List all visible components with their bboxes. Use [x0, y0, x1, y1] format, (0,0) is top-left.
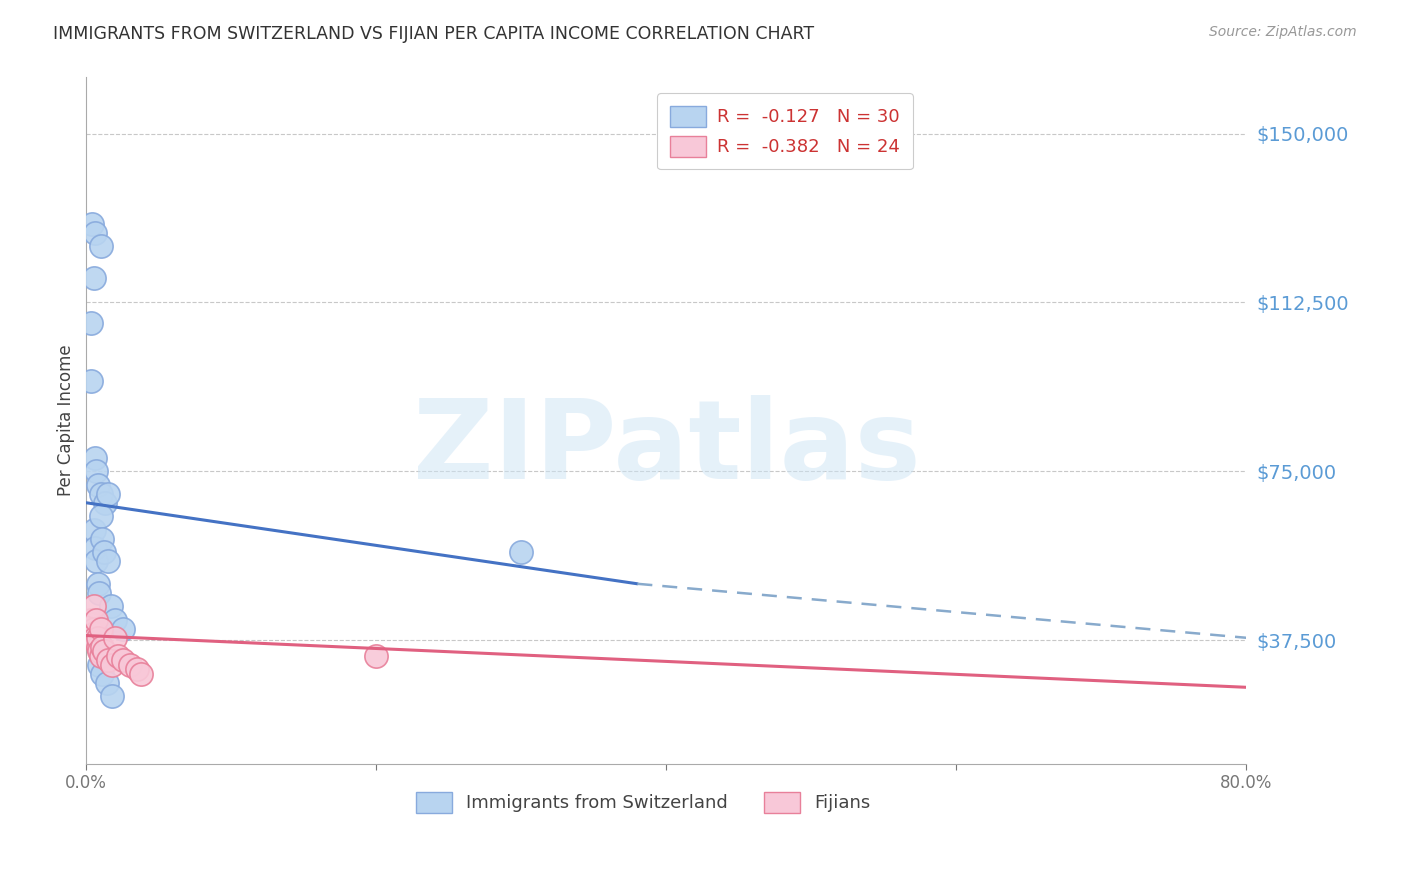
Point [90, 509, 112, 524]
Text: ZIPatlas: ZIPatlas [412, 394, 921, 501]
Point [111, 653, 134, 667]
Point [87, 576, 110, 591]
Point [97, 653, 120, 667]
Point [100, 599, 122, 614]
Point [83, 599, 105, 614]
Point [86, 631, 108, 645]
Point [91, 666, 114, 681]
Point [107, 648, 129, 663]
Point [118, 657, 141, 672]
Point [93, 545, 115, 559]
Point [80, 617, 103, 632]
Point [104, 631, 127, 645]
Point [97, 487, 120, 501]
Point [90, 648, 112, 663]
Legend: Immigrants from Switzerland, Fijians: Immigrants from Switzerland, Fijians [405, 780, 882, 823]
Point [101, 657, 124, 672]
Point [84, 450, 107, 465]
Point [91, 640, 114, 654]
Point [89, 644, 111, 658]
Point [86, 635, 108, 649]
Point [94, 496, 117, 510]
Point [111, 622, 134, 636]
Point [366, 648, 388, 663]
Point [87, 631, 110, 645]
Point [90, 239, 112, 253]
Point [87, 640, 110, 654]
Point [89, 657, 111, 672]
Point [84, 631, 107, 645]
Point [104, 613, 127, 627]
Text: IMMIGRANTS FROM SWITZERLAND VS FIJIAN PER CAPITA INCOME CORRELATION CHART: IMMIGRANTS FROM SWITZERLAND VS FIJIAN PE… [53, 25, 814, 43]
Point [96, 675, 118, 690]
Point [91, 532, 114, 546]
Point [83, 523, 105, 537]
Point [93, 644, 115, 658]
Point [125, 662, 148, 676]
Point [90, 487, 112, 501]
Point [86, 613, 108, 627]
Point [97, 554, 120, 568]
Point [89, 586, 111, 600]
Text: Source: ZipAtlas.com: Source: ZipAtlas.com [1209, 25, 1357, 39]
Point [84, 626, 107, 640]
Point [86, 464, 108, 478]
Point [87, 477, 110, 491]
Point [86, 554, 108, 568]
Point [84, 541, 107, 555]
Point [83, 622, 105, 636]
Point [90, 622, 112, 636]
Point [131, 666, 153, 681]
Point [80, 217, 103, 231]
Point [510, 545, 533, 559]
Point [101, 690, 124, 704]
Point [83, 270, 105, 285]
Point [79, 374, 101, 388]
Y-axis label: Per Capita Income: Per Capita Income [58, 345, 75, 497]
Point [79, 316, 101, 330]
Point [79, 613, 101, 627]
Point [84, 226, 107, 240]
